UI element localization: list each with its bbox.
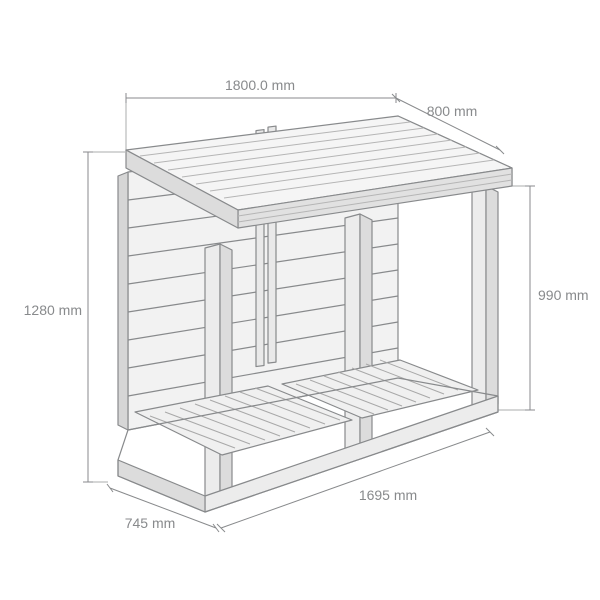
- dim-depth: 800 mm: [427, 103, 478, 119]
- dim-base-width: 1695 mm: [359, 487, 417, 503]
- left-side: [118, 172, 128, 430]
- drawing-canvas: 1800.0 mm 800 mm 1280 mm 990 mm 1695 mm …: [0, 0, 600, 600]
- dim-base-depth: 745 mm: [125, 515, 176, 531]
- shed-drawing: [118, 116, 512, 512]
- dim-height-back: 1280 mm: [24, 302, 82, 318]
- dim-height-front: 990 mm: [538, 287, 589, 303]
- technical-drawing-svg: 1800.0 mm 800 mm 1280 mm 990 mm 1695 mm …: [0, 0, 600, 600]
- dim-width: 1800.0 mm: [225, 77, 295, 93]
